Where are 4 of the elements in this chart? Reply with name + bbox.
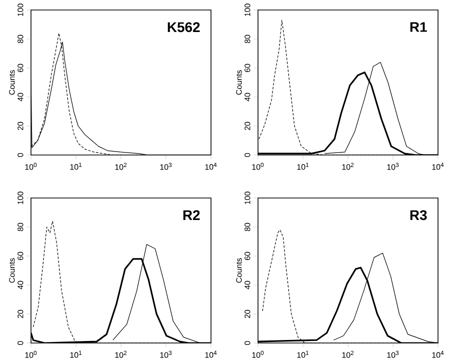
text: R3 <box>410 210 427 220</box>
text: R1 <box>410 22 427 32</box>
text: R2 <box>183 210 200 220</box>
text: K562 <box>168 22 200 32</box>
